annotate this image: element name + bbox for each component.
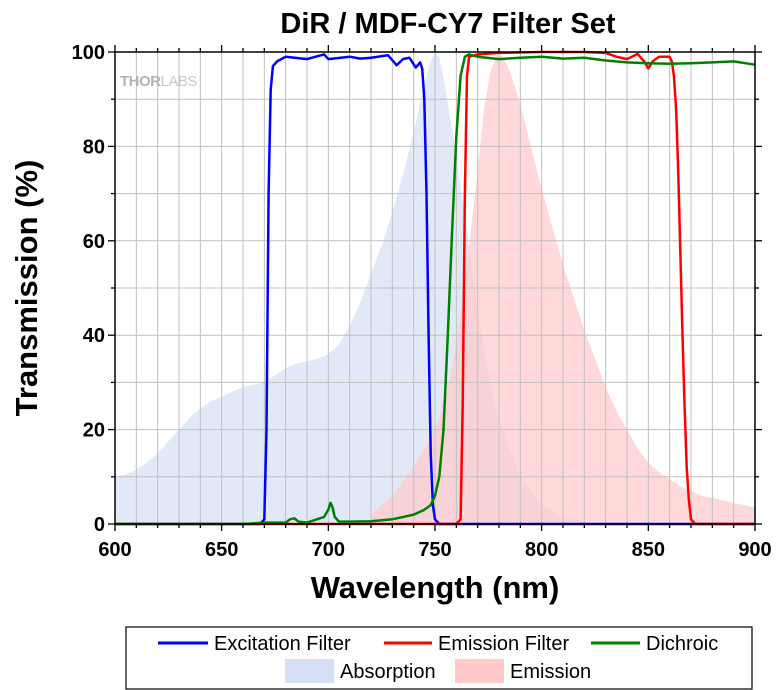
y-tick-label: 20 [83,420,105,442]
grid-layer [115,52,755,524]
x-axis-label: Wavelength (nm) [311,570,560,605]
dichroic-line [115,53,756,526]
x-tick-label: 850 [632,539,665,561]
chart-title: DiR / MDF-CY7 Filter Set [280,8,615,40]
excitation-filter-line [115,53,755,526]
legend: Excitation Filter Emission Filter Dichro… [125,626,753,690]
x-tick-label: 650 [205,539,238,561]
axis-tick-labels: 600 650 700 750 800 850 900 0 20 40 60 80 100 [72,42,772,561]
x-tick-label: 700 [312,539,345,561]
x-tick-label: 750 [418,539,451,561]
x-tick-label: 800 [525,539,558,561]
y-tick-label: 100 [72,42,105,64]
x-tick-label: 900 [738,539,771,561]
legend-swatch-absorption [285,659,334,683]
legend-box [125,626,753,690]
legend-label-emission-filter: Emission Filter [438,633,569,655]
x-tick-label: 600 [98,539,131,561]
emission-filter-line [115,50,755,526]
filter-curve-layer [115,50,756,526]
legend-label-excitation: Excitation Filter [214,633,351,655]
legend-label-dichroic: Dichroic [646,633,718,655]
axis-ticks [108,45,762,531]
y-tick-label: 60 [83,231,105,253]
y-tick-label: 80 [83,136,105,158]
legend-swatch-emission [455,659,504,683]
y-tick-label: 0 [94,514,105,536]
y-axis-label: Transmission (%) [9,160,44,417]
y-tick-label: 40 [83,325,105,347]
legend-label-absorption: Absorption [340,661,436,683]
thorlabs-watermark-logo: THORLABS [120,73,197,90]
legend-label-emission: Emission [510,661,591,683]
